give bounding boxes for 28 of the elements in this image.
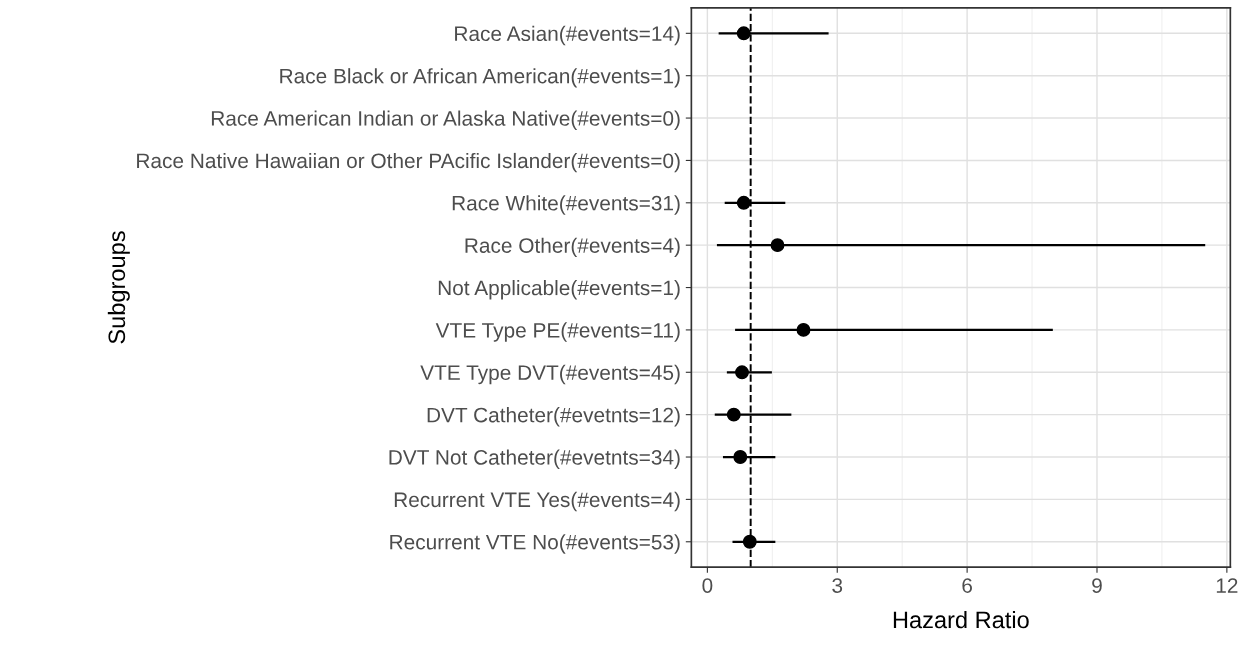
point — [736, 26, 751, 41]
y-tick-label: Race Other(#events=4) — [465, 237, 680, 258]
y-tick-label: Race American Indian or Alaska Native(#events=0) — [211, 110, 680, 130]
y-tick-label: Race Black or African American(#events=1) — [280, 68, 680, 88]
y-tick-label: DVT Catheter(#evetnts=12) — [427, 407, 680, 427]
point — [735, 365, 749, 380]
x-tick-label: 9 — [1092, 578, 1102, 593]
point — [736, 195, 751, 210]
x-axis-title: Hazard Ratio — [893, 610, 1029, 629]
point — [770, 238, 785, 253]
x-tick-label: 0 — [702, 578, 713, 593]
y-tick-label: DVT Not Catheter(#evetnts=34) — [389, 449, 680, 469]
y-tick-label: Recurrent VTE No(#events=53) — [390, 534, 680, 554]
x-tick-label: 12 — [1216, 578, 1238, 593]
point — [726, 407, 741, 422]
y-tick-label: Race Native Hawaiian or Other PAcific Islander(#events=0) — [137, 152, 680, 173]
y-tick-label: Not Applicable(#events=1) — [438, 280, 680, 300]
y-tick-label: Race White(#events=31) — [452, 195, 680, 215]
point — [796, 322, 811, 337]
y-tick-label: Race Asian(#events=14) — [455, 25, 680, 46]
point — [742, 534, 757, 549]
y-axis-title: Subgroups — [107, 231, 130, 344]
y-tick-label: VTE Type PE(#events=11) — [435, 322, 680, 342]
x-tick-label: 6 — [962, 578, 972, 593]
y-tick-label: VTE Type DVT(#events=45) — [420, 364, 680, 385]
point — [733, 450, 748, 464]
y-tick-label: Recurrent VTE Yes(#events=4) — [394, 491, 680, 512]
x-tick-label: 3 — [832, 578, 843, 593]
